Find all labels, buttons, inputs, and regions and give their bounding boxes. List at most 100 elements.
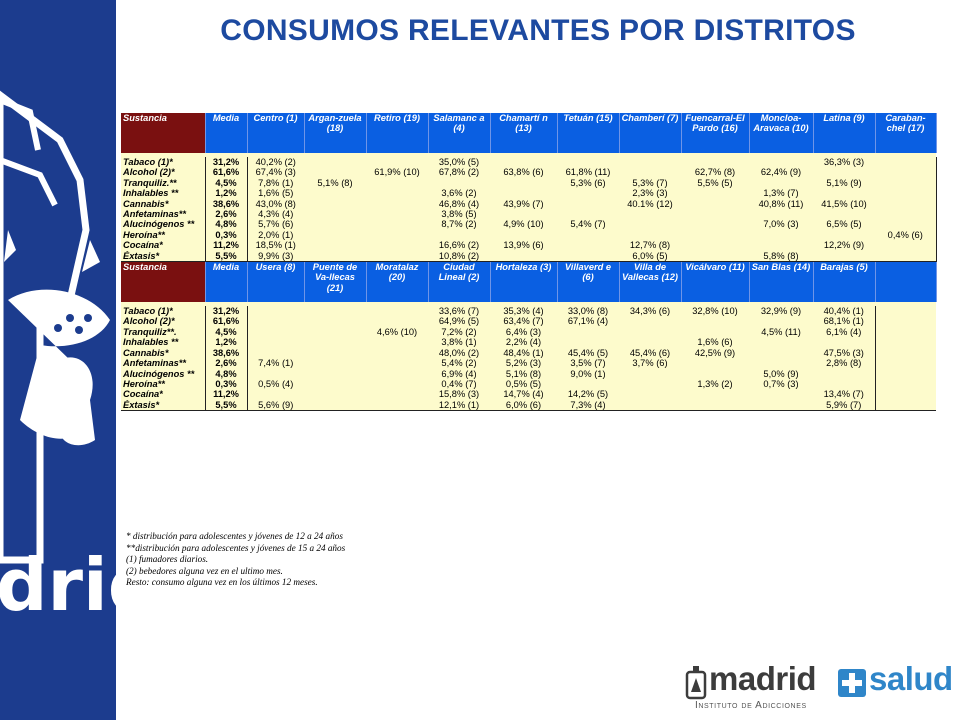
logo-madrid-text: madrid bbox=[709, 660, 817, 697]
value-cell: 67,4% (3) bbox=[247, 167, 304, 178]
value-cell bbox=[304, 157, 366, 168]
header-district: Tetuán (15) bbox=[557, 113, 620, 153]
value-cell: 3,8% (1) bbox=[428, 337, 490, 348]
value-cell bbox=[557, 250, 619, 263]
value-cell bbox=[366, 229, 428, 241]
empty-cell bbox=[875, 358, 936, 369]
table-row: Cannabis* 38,6% 48,0% (2) 48,4% (1) 45,4% (5… bbox=[121, 347, 936, 359]
value-cell bbox=[619, 229, 681, 241]
value-cell bbox=[304, 219, 366, 230]
value-cell bbox=[557, 378, 619, 390]
spacer-cell bbox=[366, 302, 428, 307]
header-district: Centro (1) bbox=[247, 113, 305, 153]
empty-cell bbox=[875, 306, 936, 317]
value-cell bbox=[247, 306, 304, 317]
value-cell: 14,7% (4) bbox=[490, 389, 557, 400]
header-district: Argan-zuela (18) bbox=[304, 113, 367, 153]
value-cell bbox=[304, 399, 366, 412]
substance-cell: Alucinógenos ** bbox=[121, 219, 205, 230]
value-cell: 5,4% (7) bbox=[557, 219, 619, 230]
value-cell bbox=[428, 229, 490, 241]
value-cell bbox=[304, 378, 366, 390]
value-cell bbox=[875, 177, 937, 189]
value-cell: 13,4% (7) bbox=[813, 389, 876, 400]
header-substance: Sustancia bbox=[121, 113, 206, 153]
mean-cell: 31,2% bbox=[204, 157, 248, 168]
value-cell: 36,3% (3) bbox=[813, 157, 875, 168]
value-cell bbox=[366, 378, 428, 390]
value-cell: 47,5% (3) bbox=[813, 347, 876, 359]
value-cell: 1,3% (2) bbox=[681, 378, 749, 390]
table-row: Inhalables ** 1,2% 3,8% (1) 2,2% (4) 1,6% (6… bbox=[121, 337, 936, 348]
footnote: Resto: consumo alguna vez en los últimos… bbox=[126, 577, 318, 588]
header-district: Retiro (19) bbox=[366, 113, 429, 153]
value-cell: 33,6% (7) bbox=[428, 306, 490, 317]
spacer-cell bbox=[749, 153, 813, 157]
value-cell: 13,9% (6) bbox=[490, 240, 557, 251]
value-cell bbox=[304, 358, 366, 369]
substance-cell: Heroína** bbox=[121, 378, 205, 390]
table-row: Tabaco (1)* 31,2% 40,2% (2) 35,0% (5) 36,3% … bbox=[121, 157, 937, 168]
header-district: Moratalaz (20) bbox=[366, 261, 429, 303]
substance-cell: Anfetaminas** bbox=[121, 209, 205, 220]
header-district: Latina (9) bbox=[813, 113, 876, 153]
value-cell bbox=[366, 316, 428, 327]
value-cell: 7,0% (3) bbox=[749, 219, 813, 230]
value-cell bbox=[490, 250, 557, 263]
value-cell: 68,1% (1) bbox=[813, 316, 876, 327]
mean-cell: 1,2% bbox=[204, 337, 248, 348]
value-cell bbox=[813, 188, 875, 199]
madrid-coat-of-arms-icon: drid bbox=[0, 0, 116, 720]
value-cell bbox=[681, 326, 749, 338]
table-row: Tranquiliz.** 4,5% 7,8% (1) 5,1% (8) 5,3% (6… bbox=[121, 177, 937, 189]
header-district: Chamberí (7) bbox=[619, 113, 682, 153]
value-cell bbox=[247, 326, 304, 338]
value-cell: 18,5% (1) bbox=[247, 240, 304, 251]
spacer-cell bbox=[366, 153, 428, 157]
value-cell bbox=[619, 219, 681, 230]
spacer-cell bbox=[619, 153, 681, 157]
mean-cell: 2,6% bbox=[204, 358, 248, 369]
value-cell: 2,3% (3) bbox=[619, 188, 681, 199]
table-row: Cocaína* 11,2% 15,8% (3) 14,7% (4) 14,2% (5)… bbox=[121, 389, 936, 400]
value-cell bbox=[557, 157, 619, 168]
value-cell: 2,2% (4) bbox=[490, 337, 557, 348]
table-row: Anfetaminas** 2,6% 7,4% (1) 5,4% (2) 5,2% (3… bbox=[121, 358, 936, 369]
value-cell bbox=[813, 250, 875, 263]
value-cell bbox=[681, 368, 749, 379]
mean-cell: 38,6% bbox=[204, 347, 248, 359]
value-cell: 12,7% (8) bbox=[619, 240, 681, 251]
value-cell bbox=[247, 389, 304, 400]
value-cell: 12,2% (9) bbox=[813, 240, 875, 251]
spacer-cell bbox=[247, 153, 304, 157]
value-cell: 2,0% (1) bbox=[247, 229, 304, 241]
mean-cell: 5,5% bbox=[204, 399, 248, 412]
value-cell bbox=[813, 209, 875, 220]
value-cell: 67,1% (4) bbox=[557, 316, 619, 327]
spacer-cell bbox=[304, 302, 366, 307]
value-cell: 3,5% (7) bbox=[557, 358, 619, 369]
value-cell: 40,2% (2) bbox=[247, 157, 304, 168]
spacer-cell bbox=[428, 153, 490, 157]
value-cell: 34,3% (6) bbox=[619, 306, 681, 317]
value-cell: 35,3% (4) bbox=[490, 306, 557, 317]
value-cell bbox=[366, 188, 428, 199]
sidebar-text: drid bbox=[0, 543, 116, 627]
value-cell bbox=[304, 188, 366, 199]
mean-cell: 4,5% bbox=[204, 177, 248, 189]
value-cell bbox=[749, 389, 813, 400]
value-cell: 0,7% (3) bbox=[749, 378, 813, 390]
value-cell bbox=[619, 368, 681, 379]
header-district: San Blas (14) bbox=[749, 261, 814, 303]
table-row: Heroína** 0,3% 2,0% (1) 0,4% (6) bbox=[121, 229, 937, 241]
value-cell: 43,9% (7) bbox=[490, 198, 557, 210]
substance-cell: Tranquiliz**. bbox=[121, 326, 205, 338]
value-cell bbox=[557, 209, 619, 220]
value-cell bbox=[366, 389, 428, 400]
value-cell bbox=[490, 209, 557, 220]
value-cell: 12,1% (1) bbox=[428, 399, 490, 412]
value-cell bbox=[366, 177, 428, 189]
value-cell bbox=[875, 167, 937, 178]
value-cell bbox=[366, 157, 428, 168]
value-cell: 4,6% (10) bbox=[366, 326, 428, 338]
